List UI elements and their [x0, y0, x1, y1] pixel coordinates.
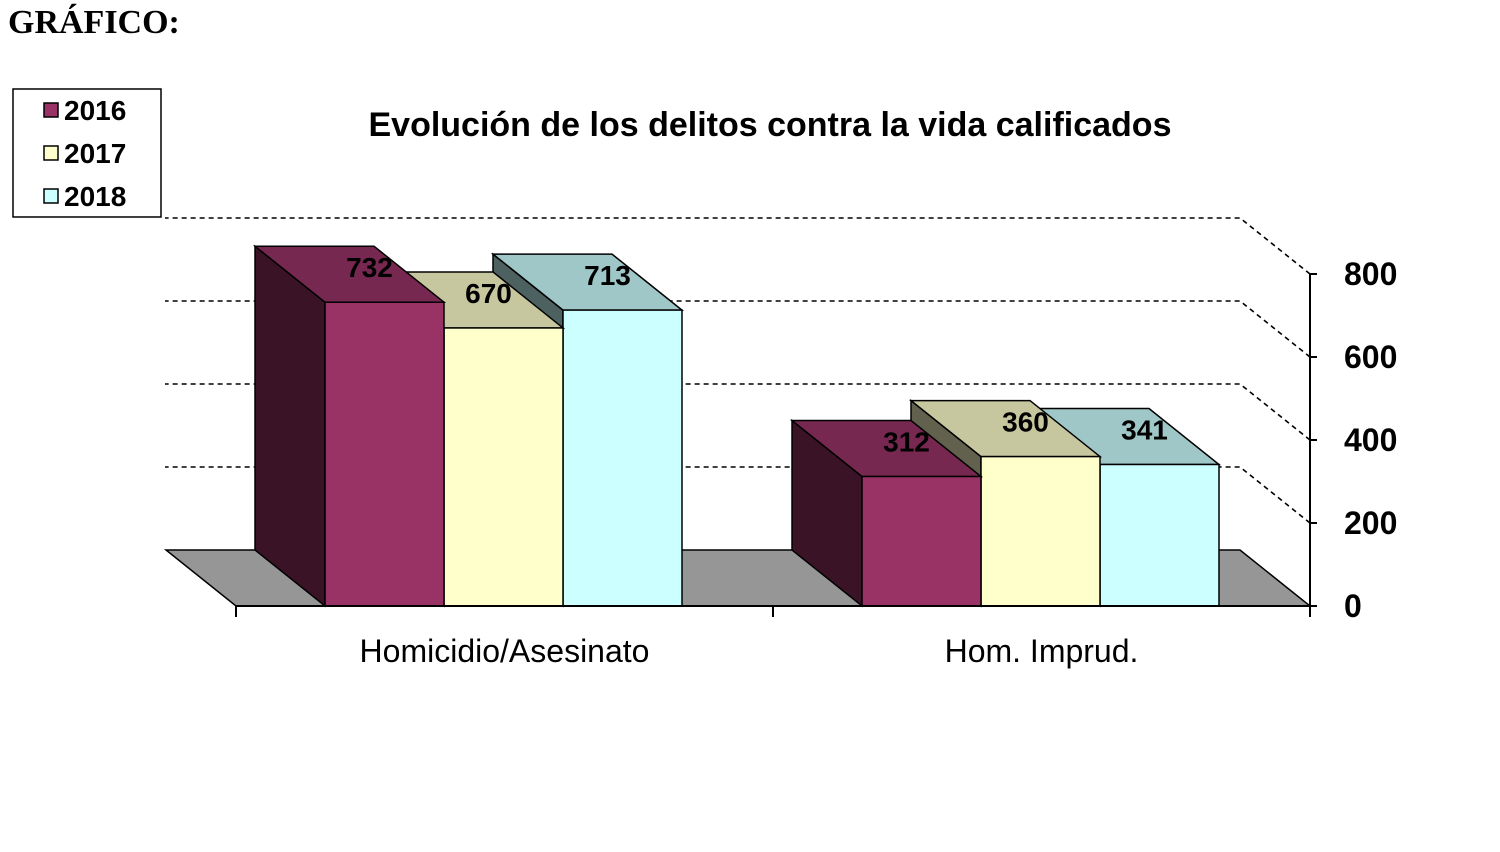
gridlines — [165, 217, 1311, 524]
legend-label: 2016 — [64, 95, 126, 126]
bar-front — [562, 309, 683, 607]
bar-front — [324, 301, 445, 607]
bar — [252, 244, 447, 608]
bar-front — [861, 475, 982, 607]
bar-front — [980, 455, 1101, 607]
y-tick-label: 0 — [1344, 588, 1362, 624]
data-label: 312 — [883, 427, 930, 458]
legend-label: 2018 — [64, 181, 126, 212]
gridline — [165, 217, 1311, 275]
x-tick-label: Hom. Imprud. — [945, 633, 1139, 669]
data-label: 670 — [465, 278, 512, 309]
y-tick-label: 200 — [1344, 505, 1397, 541]
bar-front — [443, 327, 564, 607]
chart-title: Evolución de los delitos contra la vida … — [368, 106, 1171, 144]
x-axis: Homicidio/Asesinato Hom. Imprud. — [235, 605, 1311, 669]
data-label: 713 — [584, 260, 631, 291]
legend-swatch — [43, 145, 59, 161]
y-tick-label: 800 — [1344, 256, 1397, 292]
data-label: 341 — [1121, 414, 1168, 445]
legend-swatch — [43, 188, 59, 204]
page-heading: GRÁFICO: — [8, 4, 180, 41]
y-axis: 0 200 400 600 800 — [1309, 256, 1397, 624]
legend-box — [12, 88, 162, 218]
data-label: 732 — [346, 252, 393, 283]
gridline — [165, 466, 1311, 524]
y-tick-label: 600 — [1344, 339, 1397, 375]
legend: 2016 2017 2018 — [12, 88, 162, 218]
legend-label: 2017 — [64, 138, 126, 169]
gridline — [165, 300, 1311, 358]
y-tick-label: 400 — [1344, 422, 1397, 458]
gridline — [165, 383, 1311, 441]
legend-swatch — [43, 102, 59, 118]
bar-side — [254, 244, 326, 608]
bars — [252, 244, 1222, 608]
bar — [789, 418, 984, 608]
bar-front — [1099, 463, 1220, 607]
x-tick-label: Homicidio/Asesinato — [360, 633, 650, 669]
data-labels: 732 312 670 360 713 341 — [346, 252, 1168, 457]
data-label: 360 — [1002, 407, 1049, 438]
